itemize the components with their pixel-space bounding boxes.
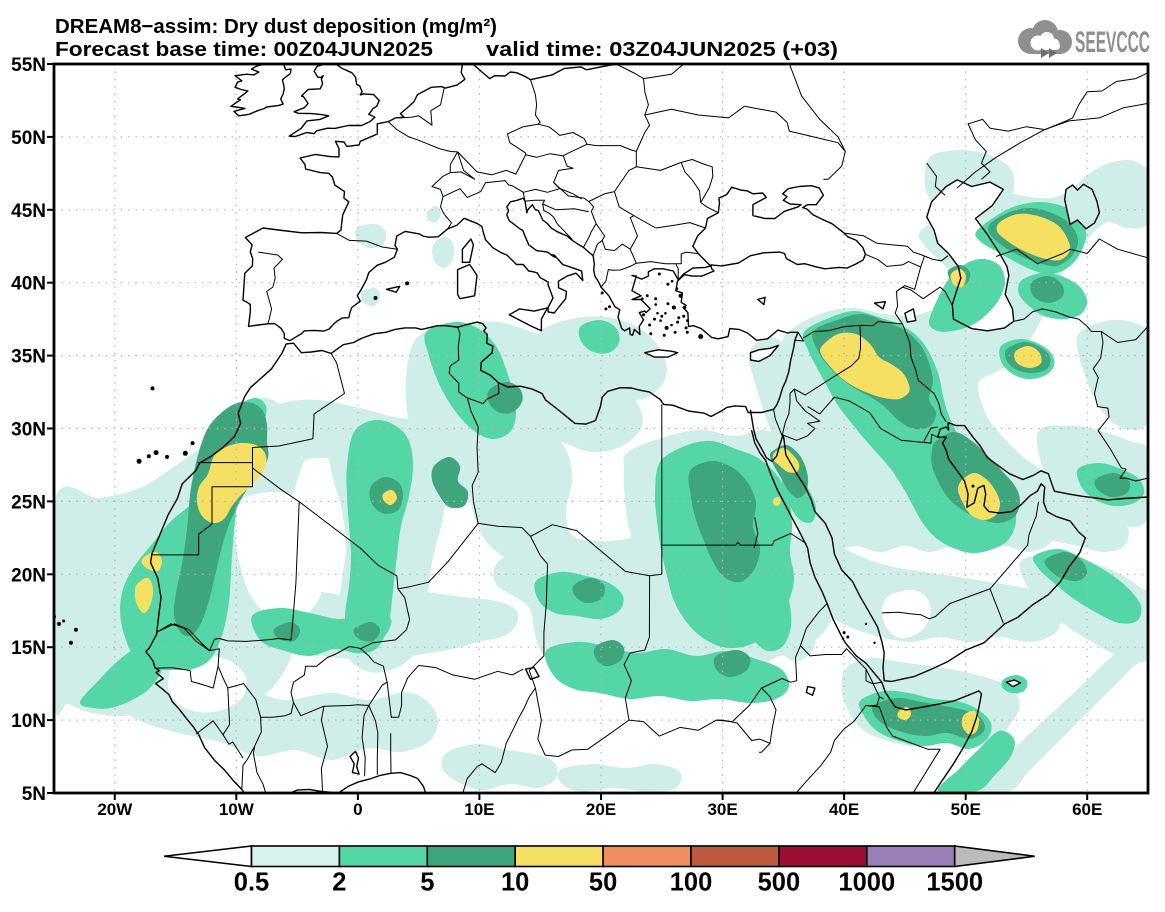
- svg-text:1500: 1500: [926, 869, 983, 897]
- svg-text:15N: 15N: [11, 638, 46, 659]
- svg-text:100: 100: [670, 869, 713, 897]
- svg-text:10W: 10W: [219, 800, 255, 819]
- svg-text:30N: 30N: [11, 420, 46, 441]
- svg-text:20W: 20W: [97, 800, 133, 819]
- svg-text:25N: 25N: [11, 492, 46, 513]
- svg-text:50E: 50E: [951, 800, 981, 819]
- svg-text:40E: 40E: [829, 800, 859, 819]
- svg-text:1000: 1000: [838, 869, 895, 897]
- svg-text:Forecast base time: 00Z04JUN20: Forecast base time: 00Z04JUN2025 valid ti…: [55, 38, 838, 61]
- svg-text:500: 500: [758, 869, 801, 897]
- svg-text:35N: 35N: [11, 347, 46, 368]
- svg-text:50: 50: [589, 869, 617, 897]
- svg-text:5N: 5N: [22, 784, 46, 805]
- svg-text:20N: 20N: [11, 565, 46, 586]
- svg-text:10E: 10E: [464, 800, 494, 819]
- svg-text:2: 2: [332, 869, 346, 897]
- svg-text:40N: 40N: [11, 274, 46, 295]
- svg-text:20E: 20E: [586, 800, 616, 819]
- svg-text:55N: 55N: [11, 55, 46, 76]
- svg-text:5: 5: [420, 869, 434, 897]
- svg-text:0.5: 0.5: [234, 869, 269, 897]
- svg-text:60E: 60E: [1072, 800, 1102, 819]
- svg-text:30E: 30E: [707, 800, 737, 819]
- svg-text:DREAM8−assim: Dry dust deposit: DREAM8−assim: Dry dust deposition (mg/m²…: [55, 15, 497, 38]
- svg-text:45N: 45N: [11, 201, 46, 222]
- svg-text:10: 10: [501, 869, 529, 897]
- svg-text:10N: 10N: [11, 711, 46, 732]
- svg-text:0: 0: [353, 800, 362, 819]
- svg-text:50N: 50N: [11, 128, 46, 149]
- svg-text:SEEVCCC: SEEVCCC: [1075, 26, 1150, 59]
